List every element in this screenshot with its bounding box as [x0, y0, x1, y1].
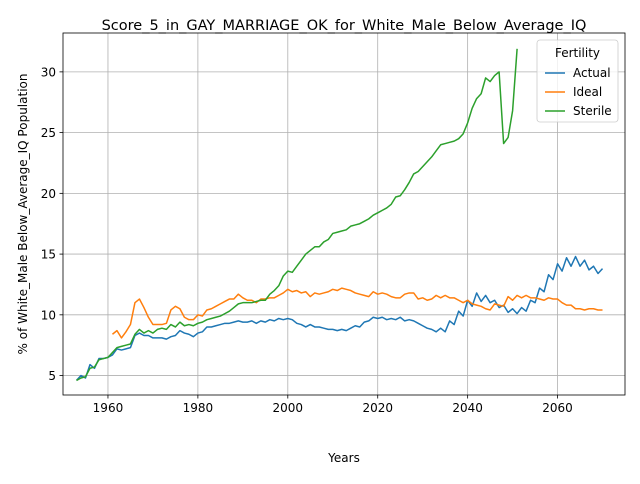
series-line-actual [75, 255, 604, 381]
legend-label: Ideal [573, 85, 602, 99]
y-tick-label: 20 [41, 187, 56, 201]
legend-box [536, 39, 619, 123]
x-tick-label: 2060 [542, 401, 573, 415]
y-axis-ticks: 5 10 15 20 25 30 [41, 65, 63, 383]
legend: Fertility Actual Ideal Sterile [536, 39, 619, 123]
y-tick-label: 25 [41, 126, 56, 140]
x-axis-ticks: 1960 1980 2000 2020 2040 2060 [93, 395, 573, 415]
y-tick-label: 30 [41, 65, 56, 79]
x-tick-label: 2000 [273, 401, 304, 415]
legend-label: Sterile [573, 104, 612, 118]
y-axis-label: % of White_Male Below_Average_IQ Populat… [16, 74, 30, 355]
y-tick-label: 5 [48, 369, 56, 383]
legend-label: Actual [573, 66, 611, 80]
series-lines [75, 48, 604, 382]
legend-title: Fertility [555, 46, 600, 60]
x-tick-label: 1960 [93, 401, 124, 415]
x-tick-label: 1980 [183, 401, 214, 415]
x-tick-label: 2020 [362, 401, 393, 415]
series-line-ideal [111, 287, 603, 339]
y-tick-label: 10 [41, 308, 56, 322]
y-tick-label: 15 [41, 248, 56, 262]
series-line-sterile [76, 48, 518, 382]
plot-frame [62, 32, 626, 396]
chart-title: Score_5_in_GAY_MARRIAGE_OK_for_White_Mal… [102, 18, 587, 34]
x-axis-label: Years [327, 451, 360, 465]
x-tick-label: 2040 [452, 401, 483, 415]
